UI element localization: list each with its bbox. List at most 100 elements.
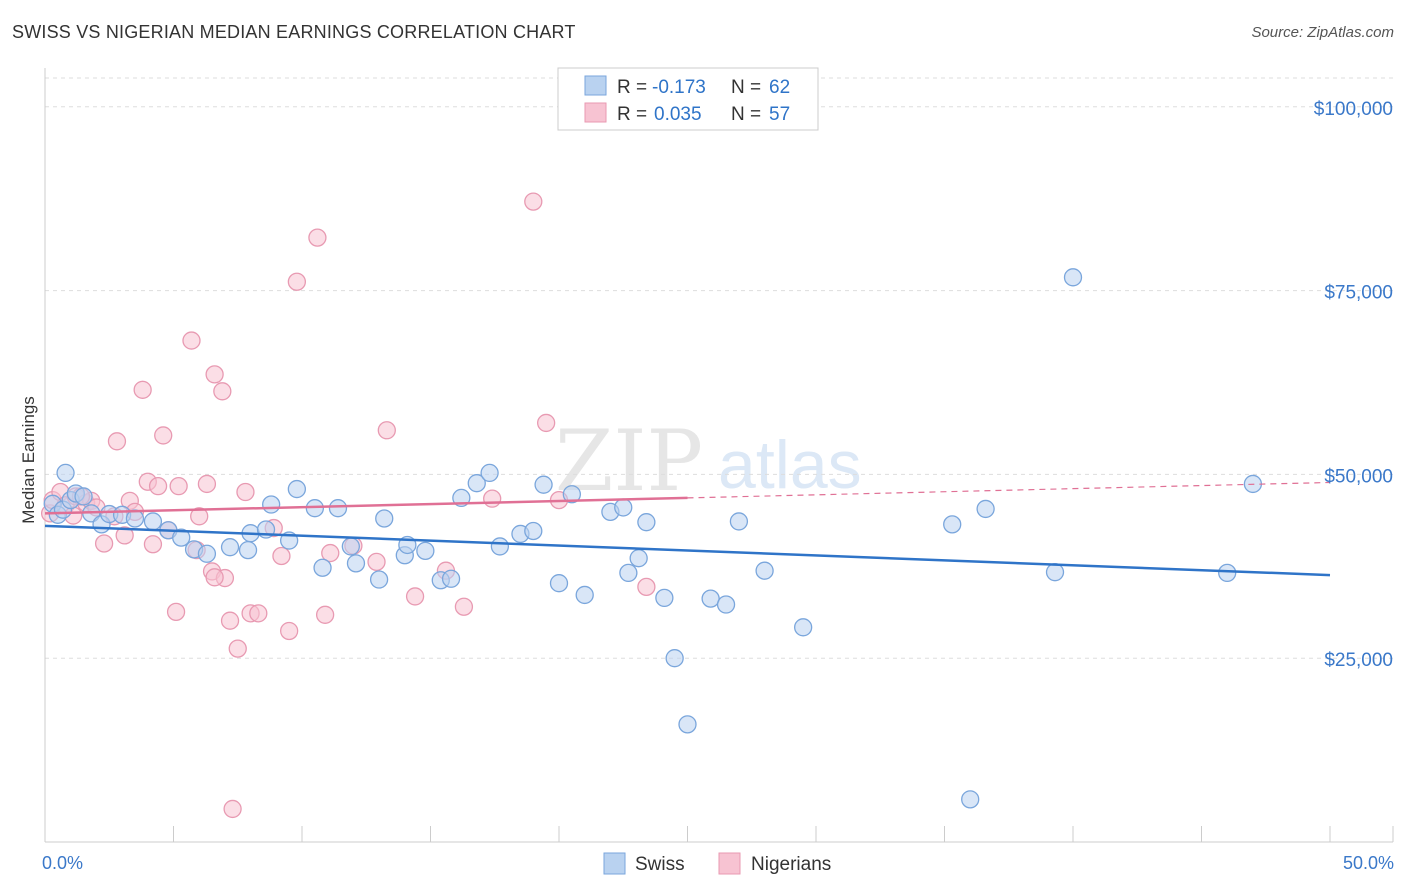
y-tick-label-1: $50,000 [1324,466,1393,487]
nigerian-point-26 [197,474,217,494]
stats-legend-n-value-nigerians: 57 [769,104,790,125]
chart-source: Source: ZipAtlas.com [1251,24,1394,41]
stats-legend-r-label-swiss: R = [617,77,647,98]
swiss-point-42 [534,475,553,494]
y-tick-label-2: $75,000 [1324,283,1393,304]
swiss-point-25 [313,558,332,577]
stats-legend-n-label-nigerians: N = [731,104,761,125]
legend-label-swiss: Swiss [635,854,685,875]
swiss-point-35 [441,569,461,588]
nigerian-point-32 [223,799,242,819]
nigerian-point-19 [154,426,173,445]
stats-legend-r-value-nigerians: 0.035 [654,104,702,125]
swiss-point-44 [562,485,581,504]
chart-title: SWISS VS NIGERIAN MEDIAN EARNINGS CORREL… [12,22,576,42]
nigerian-point-33 [228,639,247,658]
swiss-points [43,268,1263,809]
nigerian-trend-line [44,496,688,515]
nigerian-point-25 [190,507,209,526]
swiss-point-21 [262,495,281,514]
swiss-trend-line [44,524,1331,577]
swiss-point-28 [346,554,366,573]
nigerian-point-50 [483,489,502,508]
swiss-point-62 [1045,563,1065,582]
swiss-point-23 [287,479,307,499]
swiss-point-52 [665,649,684,668]
swiss-point-12 [143,512,163,531]
nigerian-point-18 [148,476,168,496]
swiss-point-54 [701,589,720,608]
nigerian-point-11 [107,432,127,451]
swiss-point-64 [1218,563,1237,583]
x-tick-label-start: 0.0% [42,853,83,873]
y-tick-label-3: $100,000 [1314,99,1393,120]
swiss-point-16 [197,544,217,563]
axes [44,68,1394,843]
watermark: ZIP atlas [555,412,862,510]
swiss-point-18 [238,540,258,560]
swiss-point-55 [716,595,736,614]
nigerian-point-47 [405,587,425,606]
swiss-point-49 [629,549,648,568]
nigerian-point-51 [524,192,543,211]
x-tick-label-end: 50.0% [1343,853,1394,873]
swiss-point-17 [220,538,240,557]
nigerian-point-34 [236,482,255,502]
y-tick-label-0: $25,000 [1324,650,1393,671]
stats-legend: R = -0.173 N = 62 R = 0.035 N = 57 [557,67,819,131]
nigerian-point-46 [377,421,396,440]
swiss-point-58 [794,618,813,637]
stats-legend-swatch-nigerians [584,102,607,123]
watermark-atlas: atlas [718,427,862,503]
swiss-point-63 [1063,268,1083,287]
nigerian-point-31 [220,611,240,630]
swiss-point-43 [549,574,569,593]
nigerian-point-15 [133,380,152,399]
stats-legend-swatch-swiss [584,75,607,96]
nigerian-point-42 [315,605,335,624]
nigerian-point-9 [94,534,114,553]
nigerian-point-36 [249,604,268,623]
legend-swatch-nigerians [718,852,741,875]
y-axis-label: Median Earnings [19,396,38,524]
swiss-point-29 [369,570,389,589]
trend-lines [44,481,1331,577]
nigerian-point-39 [279,621,299,641]
nigerian-point-38 [272,546,291,566]
nigerian-point-49 [454,597,474,616]
nigerian-point-21 [166,602,186,622]
swiss-point-57 [755,561,774,580]
swiss-point-61 [976,499,995,519]
swiss-point-47 [614,498,633,517]
nigerian-point-55 [205,568,224,587]
y-tick-labels: $25,000 $50,000 $75,000 $100,000 [1314,99,1393,671]
swiss-point-41 [524,521,543,541]
swiss-point-30 [375,509,394,528]
legend-label-nigerians: Nigerians [751,854,831,875]
legend-swatch-swiss [603,852,626,875]
nigerian-trend-extension [687,481,1331,499]
stats-legend-r-label-nigerians: R = [617,104,647,125]
swiss-point-50 [637,513,656,532]
swiss-point-51 [655,588,674,608]
swiss-point-53 [678,715,697,734]
swiss-point-48 [619,563,638,583]
swiss-point-37 [467,474,486,493]
nigerian-point-22 [169,476,188,496]
nigerian-point-12 [115,526,134,545]
grid [45,77,1393,659]
stats-legend-n-label-swiss: N = [731,77,761,98]
swiss-point-56 [729,512,749,531]
swiss-point-6 [74,487,93,506]
swiss-point-33 [416,541,435,560]
nigerian-point-40 [287,272,307,291]
swiss-point-26 [328,499,348,518]
stats-legend-r-value-swiss: -0.173 [652,77,706,98]
bottom-legend: Swiss Nigerians [603,852,831,875]
nigerian-point-54 [637,577,656,597]
nigerian-point-52 [537,413,556,433]
swiss-point-27 [341,537,360,556]
swiss-point-38 [480,463,499,483]
swiss-point-39 [490,537,510,556]
